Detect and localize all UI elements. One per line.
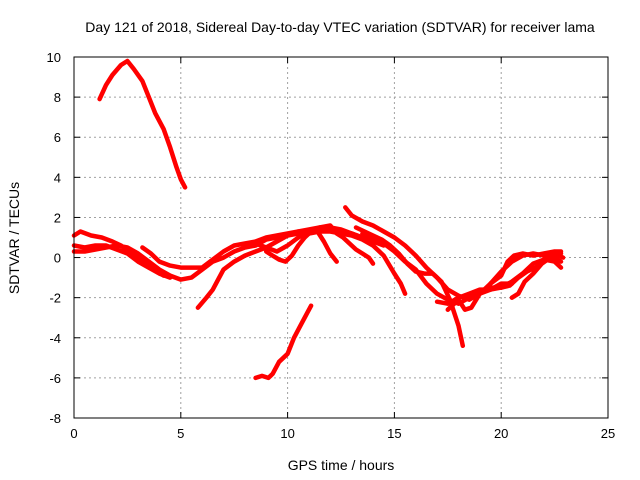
y-tick-label: 10 <box>47 50 61 65</box>
y-tick-label: 0 <box>54 251 61 266</box>
plot-frame <box>73 56 609 419</box>
y-tick-label: -2 <box>49 291 61 306</box>
series-line-arc-15 <box>488 249 564 286</box>
x-tick-label: 5 <box>177 426 184 441</box>
series-line-arc-1 <box>97 58 188 190</box>
y-tick-label: 4 <box>54 170 61 185</box>
x-tick-label: 10 <box>280 426 294 441</box>
series-line-arc-12 <box>360 231 515 306</box>
axis-ticks: 0 5 10 15 20 25 -8 -6 -4 -2 0 2 4 6 8 10 <box>47 50 616 441</box>
series-line-arc-3 <box>71 243 173 280</box>
x-tick-label: 20 <box>494 426 508 441</box>
series-line-arc-8 <box>253 223 376 266</box>
y-axis-label: SDTVAR / TECUs <box>6 182 22 294</box>
series-group <box>71 58 566 381</box>
series-line-arc-6 <box>195 225 376 310</box>
y-tick-label: 2 <box>54 210 61 225</box>
series-line-arc-17 <box>498 251 564 290</box>
chart-title: Day 121 of 2018, Sidereal Day-to-day VTE… <box>85 19 595 35</box>
y-tick-label: 6 <box>54 130 61 145</box>
series-line-arc-4 <box>71 229 408 296</box>
x-tick-label: 0 <box>70 426 77 441</box>
y-tick-label: -4 <box>49 331 61 346</box>
x-tick-label: 25 <box>601 426 615 441</box>
series-line-arc-7 <box>253 303 314 381</box>
y-tick-label: 8 <box>54 90 61 105</box>
series-line-arc-9 <box>263 229 339 264</box>
x-tick-label: 15 <box>387 426 401 441</box>
y-tick-label: -6 <box>49 371 61 386</box>
y-tick-label: -8 <box>49 411 61 426</box>
x-axis-label: GPS time / hours <box>288 457 395 473</box>
